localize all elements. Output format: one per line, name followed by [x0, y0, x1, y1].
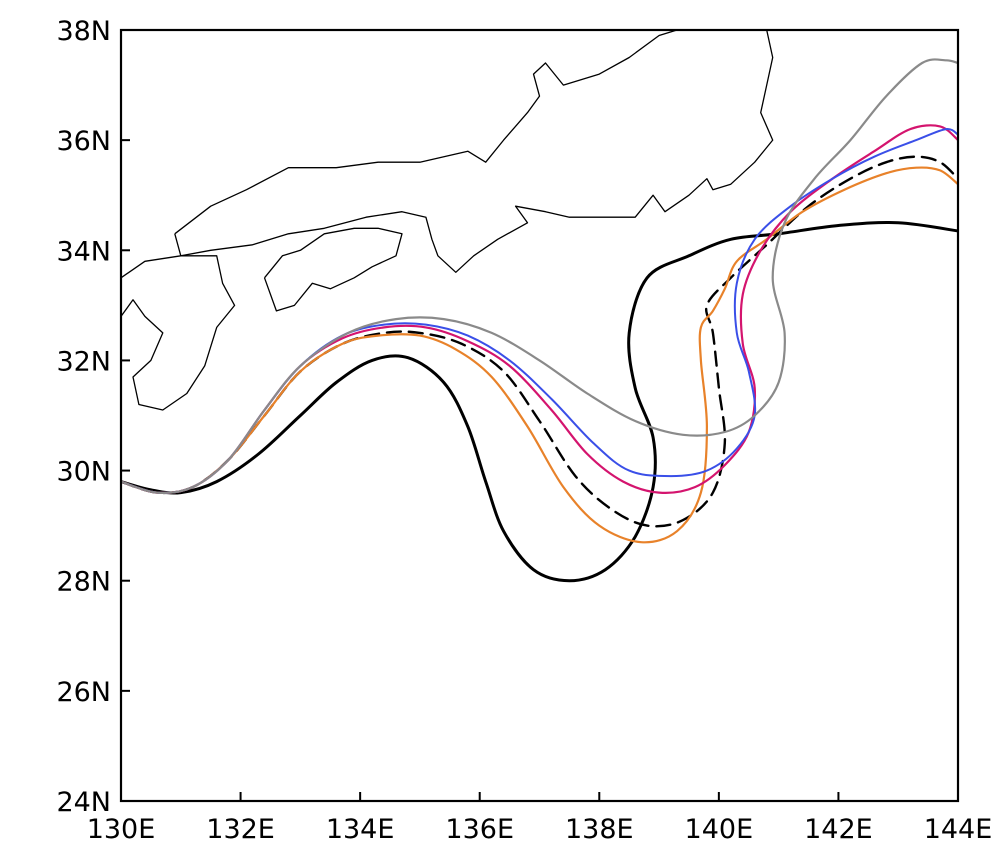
x-tick-label: 134E — [326, 814, 395, 845]
y-tick-label: 38N — [56, 16, 111, 47]
coastline-layer — [121, 30, 774, 411]
x-tick-label: 144E — [924, 814, 993, 845]
x-tick-label: 138E — [565, 814, 634, 845]
y-tick-label: 28N — [56, 567, 111, 598]
longitude-axis: 130E 132E 134E 136E 138E 140E 142E 144E — [87, 792, 993, 845]
series-line-6 — [121, 58, 958, 494]
x-tick-label: 140E — [685, 814, 754, 845]
shikoku-coast — [263, 227, 403, 312]
honshu-coast — [121, 30, 774, 279]
honshu-japan-sea-coast — [174, 30, 678, 235]
y-tick-label: 32N — [56, 346, 111, 377]
series-line-2 — [121, 155, 958, 528]
plot-frame — [119, 28, 960, 803]
latitude-axis: 24N 26N 28N 30N 32N 34N 36N 38N — [56, 16, 130, 818]
y-tick-label: 34N — [56, 236, 111, 267]
x-tick-label: 136E — [445, 814, 514, 845]
series-line-1 — [121, 221, 958, 583]
series-line-3 — [121, 166, 958, 544]
y-tick-label: 24N — [56, 787, 111, 818]
series-layer — [121, 58, 958, 583]
y-tick-label: 26N — [56, 677, 111, 708]
y-tick-label: 36N — [56, 126, 111, 157]
y-tick-label: 30N — [56, 457, 111, 488]
kyushu-coast — [121, 233, 236, 411]
x-tick-label: 130E — [87, 814, 156, 845]
x-tick-label: 132E — [206, 814, 275, 845]
x-tick-label: 142E — [804, 814, 873, 845]
